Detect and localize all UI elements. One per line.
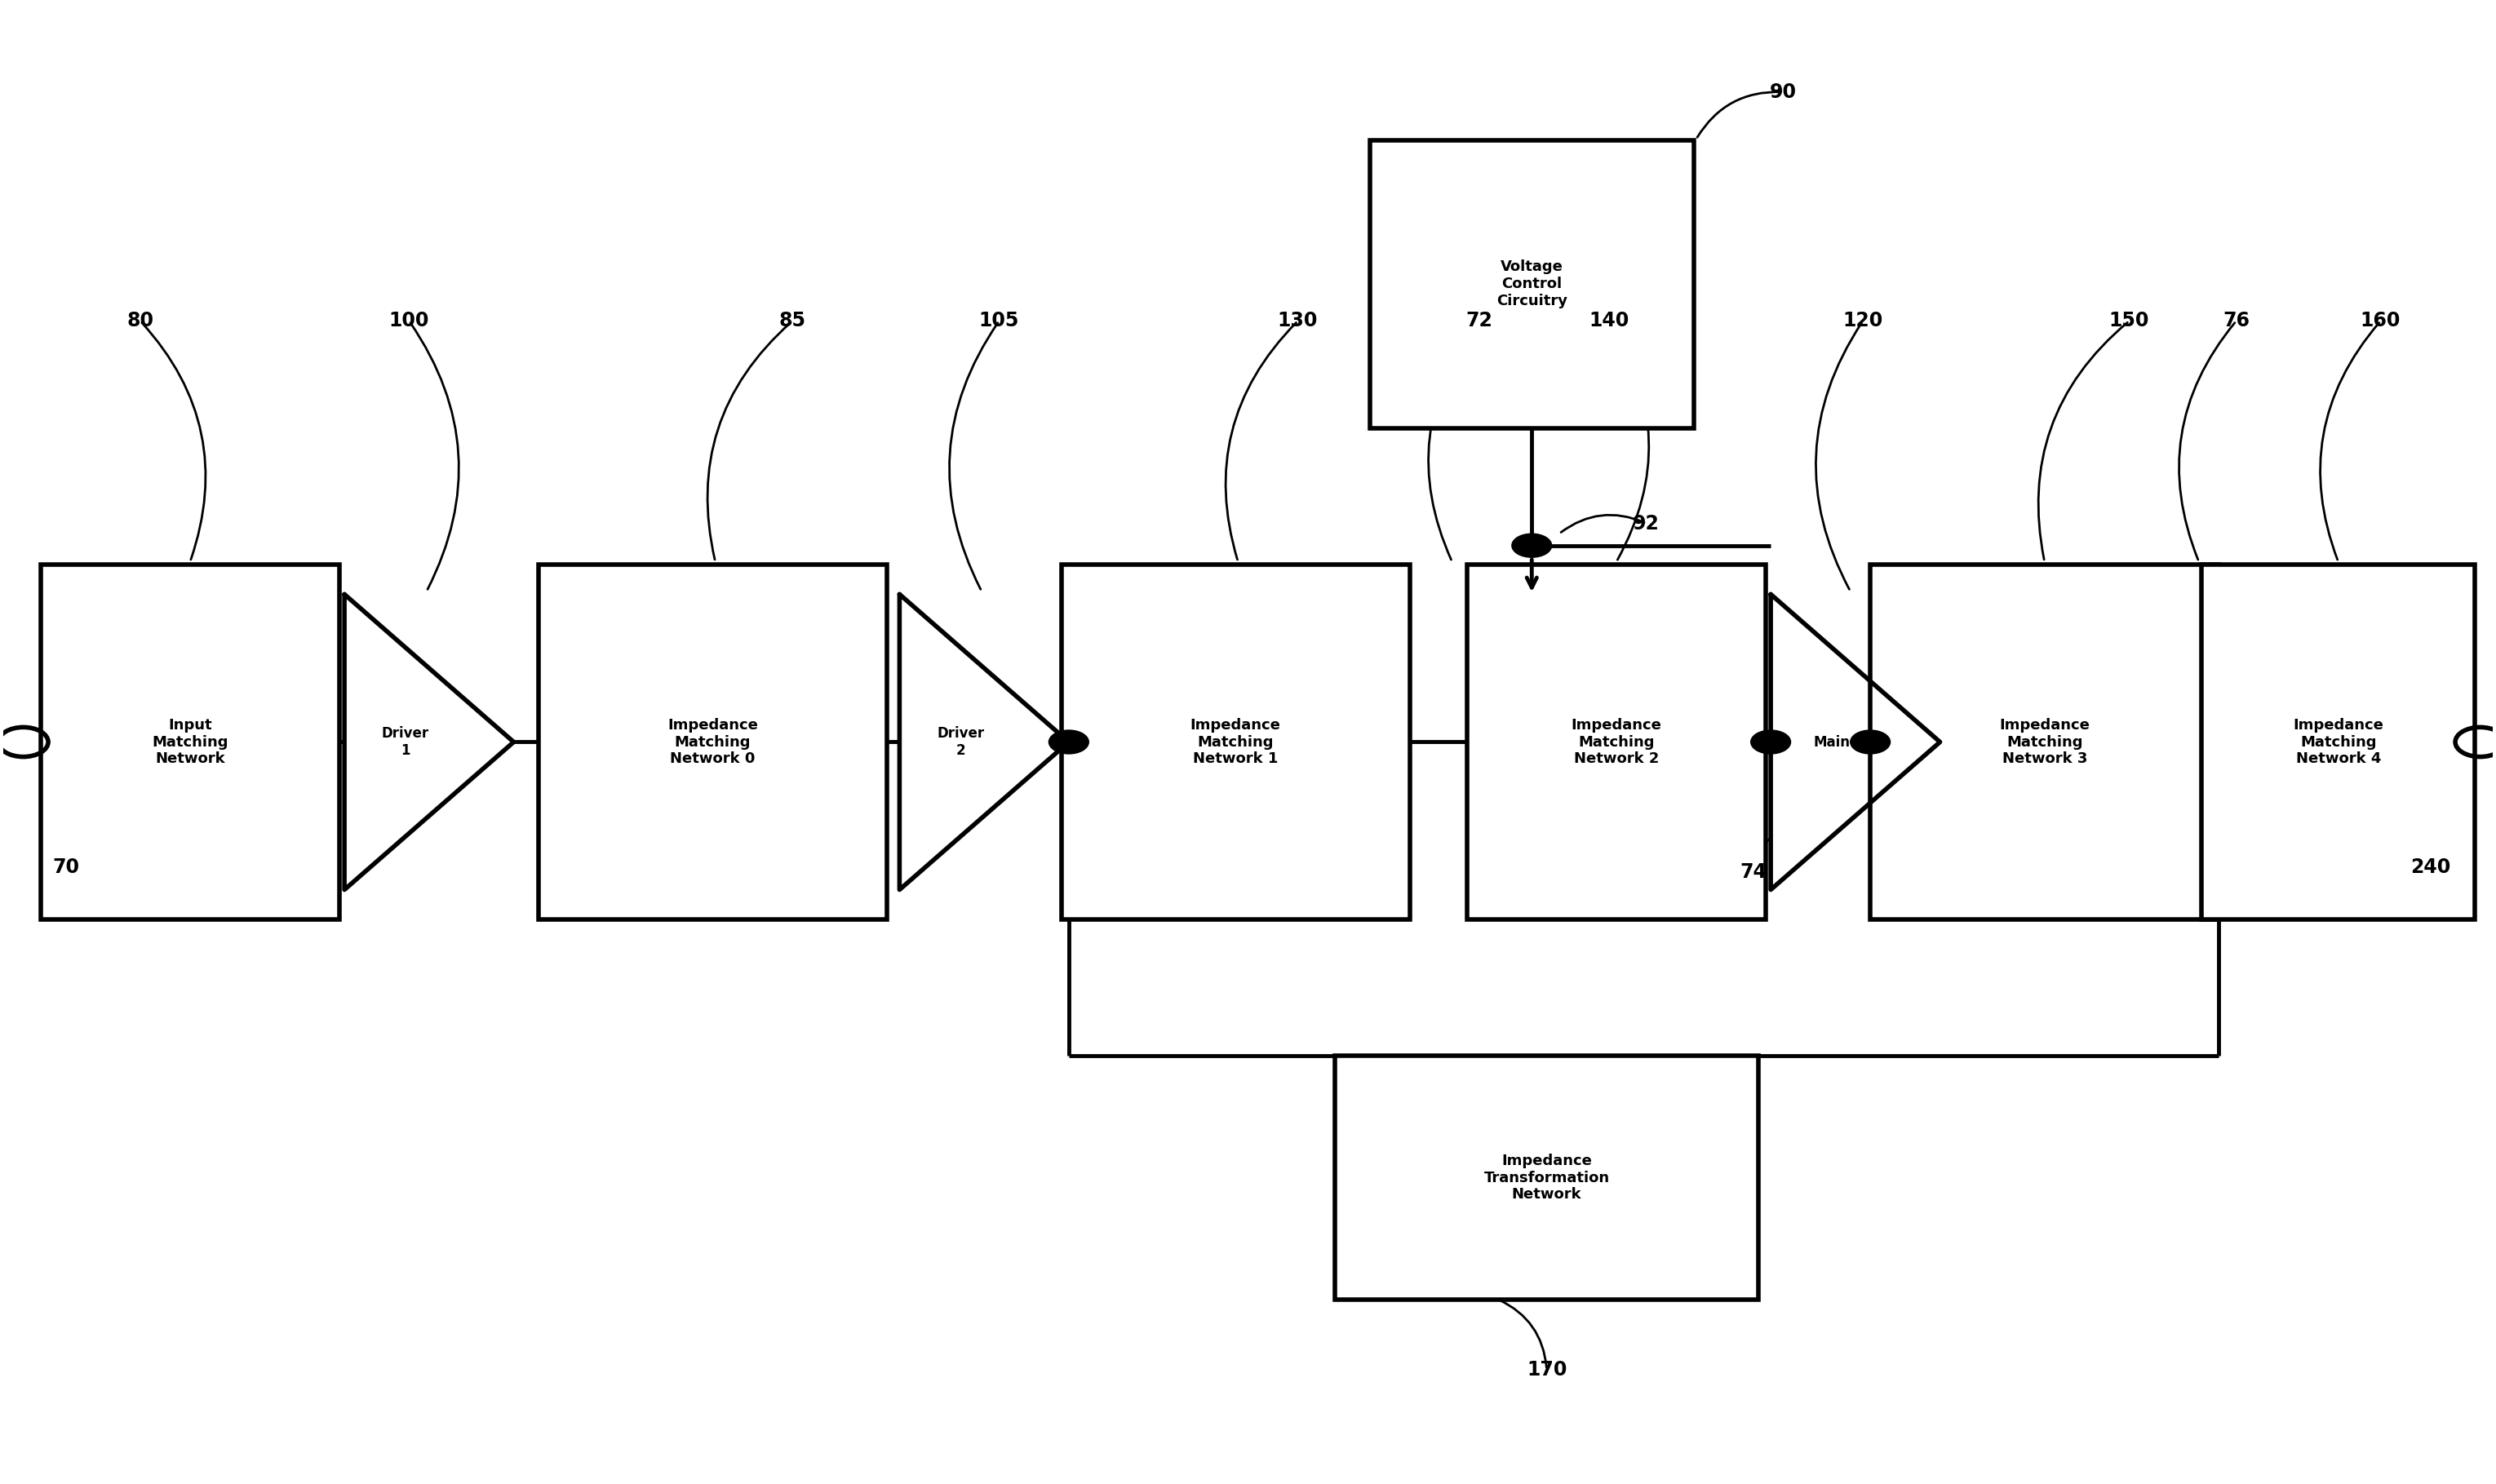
Text: Impedance
Matching
Network 3: Impedance Matching Network 3 <box>1999 718 2089 766</box>
Text: Driver
2: Driver 2 <box>936 726 983 758</box>
Text: 240: 240 <box>2411 858 2451 877</box>
Polygon shape <box>1770 594 1939 890</box>
Text: 160: 160 <box>2361 312 2401 331</box>
Polygon shape <box>344 594 514 890</box>
Text: 70: 70 <box>52 858 80 877</box>
Circle shape <box>1513 534 1553 558</box>
Bar <box>1468 565 1765 919</box>
Text: 170: 170 <box>1528 1359 1567 1380</box>
Circle shape <box>1750 730 1790 754</box>
Text: 140: 140 <box>1590 312 1630 331</box>
Bar <box>40 565 339 919</box>
Text: Voltage
Control
Circuitry: Voltage Control Circuitry <box>1495 260 1567 309</box>
Bar <box>1335 1057 1757 1300</box>
Text: 100: 100 <box>389 312 429 331</box>
Bar <box>2201 565 2476 919</box>
Text: 74: 74 <box>1740 862 1767 881</box>
Text: Impedance
Matching
Network 2: Impedance Matching Network 2 <box>1570 718 1662 766</box>
Text: 85: 85 <box>779 312 806 331</box>
Polygon shape <box>899 594 1068 890</box>
Bar <box>1061 565 1410 919</box>
Text: 90: 90 <box>1770 82 1797 102</box>
Text: 76: 76 <box>2224 312 2249 331</box>
Text: 130: 130 <box>1278 312 1318 331</box>
Text: Impedance
Matching
Network 0: Impedance Matching Network 0 <box>666 718 759 766</box>
Text: 92: 92 <box>1632 513 1660 533</box>
Text: Impedance
Transformation
Network: Impedance Transformation Network <box>1483 1153 1610 1202</box>
Text: 105: 105 <box>978 312 1018 331</box>
Text: Driver
1: Driver 1 <box>382 726 429 758</box>
Circle shape <box>1850 730 1889 754</box>
Circle shape <box>1048 730 1088 754</box>
Text: Main: Main <box>1812 735 1850 749</box>
Text: Input
Matching
Network: Input Matching Network <box>152 718 227 766</box>
Text: 72: 72 <box>1465 312 1493 331</box>
Text: 150: 150 <box>2109 312 2149 331</box>
Bar <box>1870 565 2219 919</box>
Text: 80: 80 <box>127 312 155 331</box>
Bar <box>539 565 886 919</box>
Bar <box>1370 139 1695 427</box>
Text: Impedance
Matching
Network 4: Impedance Matching Network 4 <box>2294 718 2384 766</box>
Text: Impedance
Matching
Network 1: Impedance Matching Network 1 <box>1191 718 1280 766</box>
Text: 120: 120 <box>1842 312 1882 331</box>
